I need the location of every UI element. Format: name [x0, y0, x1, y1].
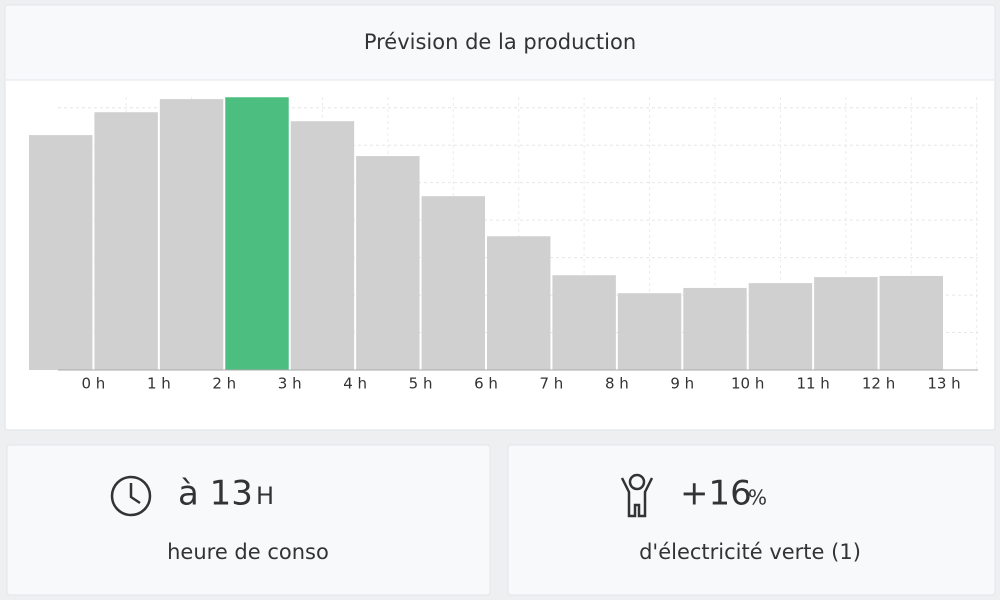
- bar: [356, 156, 420, 370]
- x-tick-label: 3 h: [278, 375, 302, 393]
- bar: [748, 283, 813, 370]
- x-tick-label: 10 h: [731, 375, 764, 393]
- bar: [487, 236, 551, 370]
- bar: [94, 112, 158, 370]
- x-tick-label: 11 h: [796, 375, 829, 393]
- x-tick-label: 12 h: [862, 375, 895, 393]
- card-label: heure de conso: [167, 540, 329, 564]
- chart-title: Prévision de la production: [364, 30, 636, 54]
- bar: [421, 196, 485, 370]
- card: [6, 444, 491, 596]
- card-unit: %: [748, 486, 767, 510]
- x-tick-label: 9 h: [670, 375, 694, 393]
- bar: [814, 277, 878, 370]
- card-label: d'électricité verte (1): [639, 540, 861, 564]
- person-icon: [620, 473, 654, 518]
- bar: [290, 121, 355, 370]
- bar: [225, 97, 289, 370]
- x-tick-label: 2 h: [212, 375, 236, 393]
- x-tick-label: 8 h: [605, 375, 629, 393]
- clock-icon: [110, 475, 152, 517]
- x-tick-label: 7 h: [540, 375, 564, 393]
- bar: [879, 275, 943, 370]
- card-value: +16: [680, 474, 752, 514]
- x-tick-label: 4 h: [343, 375, 367, 393]
- card: [507, 444, 996, 596]
- x-tick-label: 5 h: [409, 375, 433, 393]
- bar: [617, 293, 682, 370]
- bar: [29, 135, 93, 370]
- bar: [159, 99, 224, 370]
- bar: [683, 287, 747, 370]
- x-tick-label: 1 h: [147, 375, 171, 393]
- card-value: à 13: [178, 474, 253, 514]
- bar: [552, 275, 616, 370]
- card-unit: H: [256, 482, 274, 510]
- x-tick-label: 13 h: [927, 375, 960, 393]
- x-tick-label: 0 h: [82, 375, 106, 393]
- x-tick-label: 6 h: [474, 375, 498, 393]
